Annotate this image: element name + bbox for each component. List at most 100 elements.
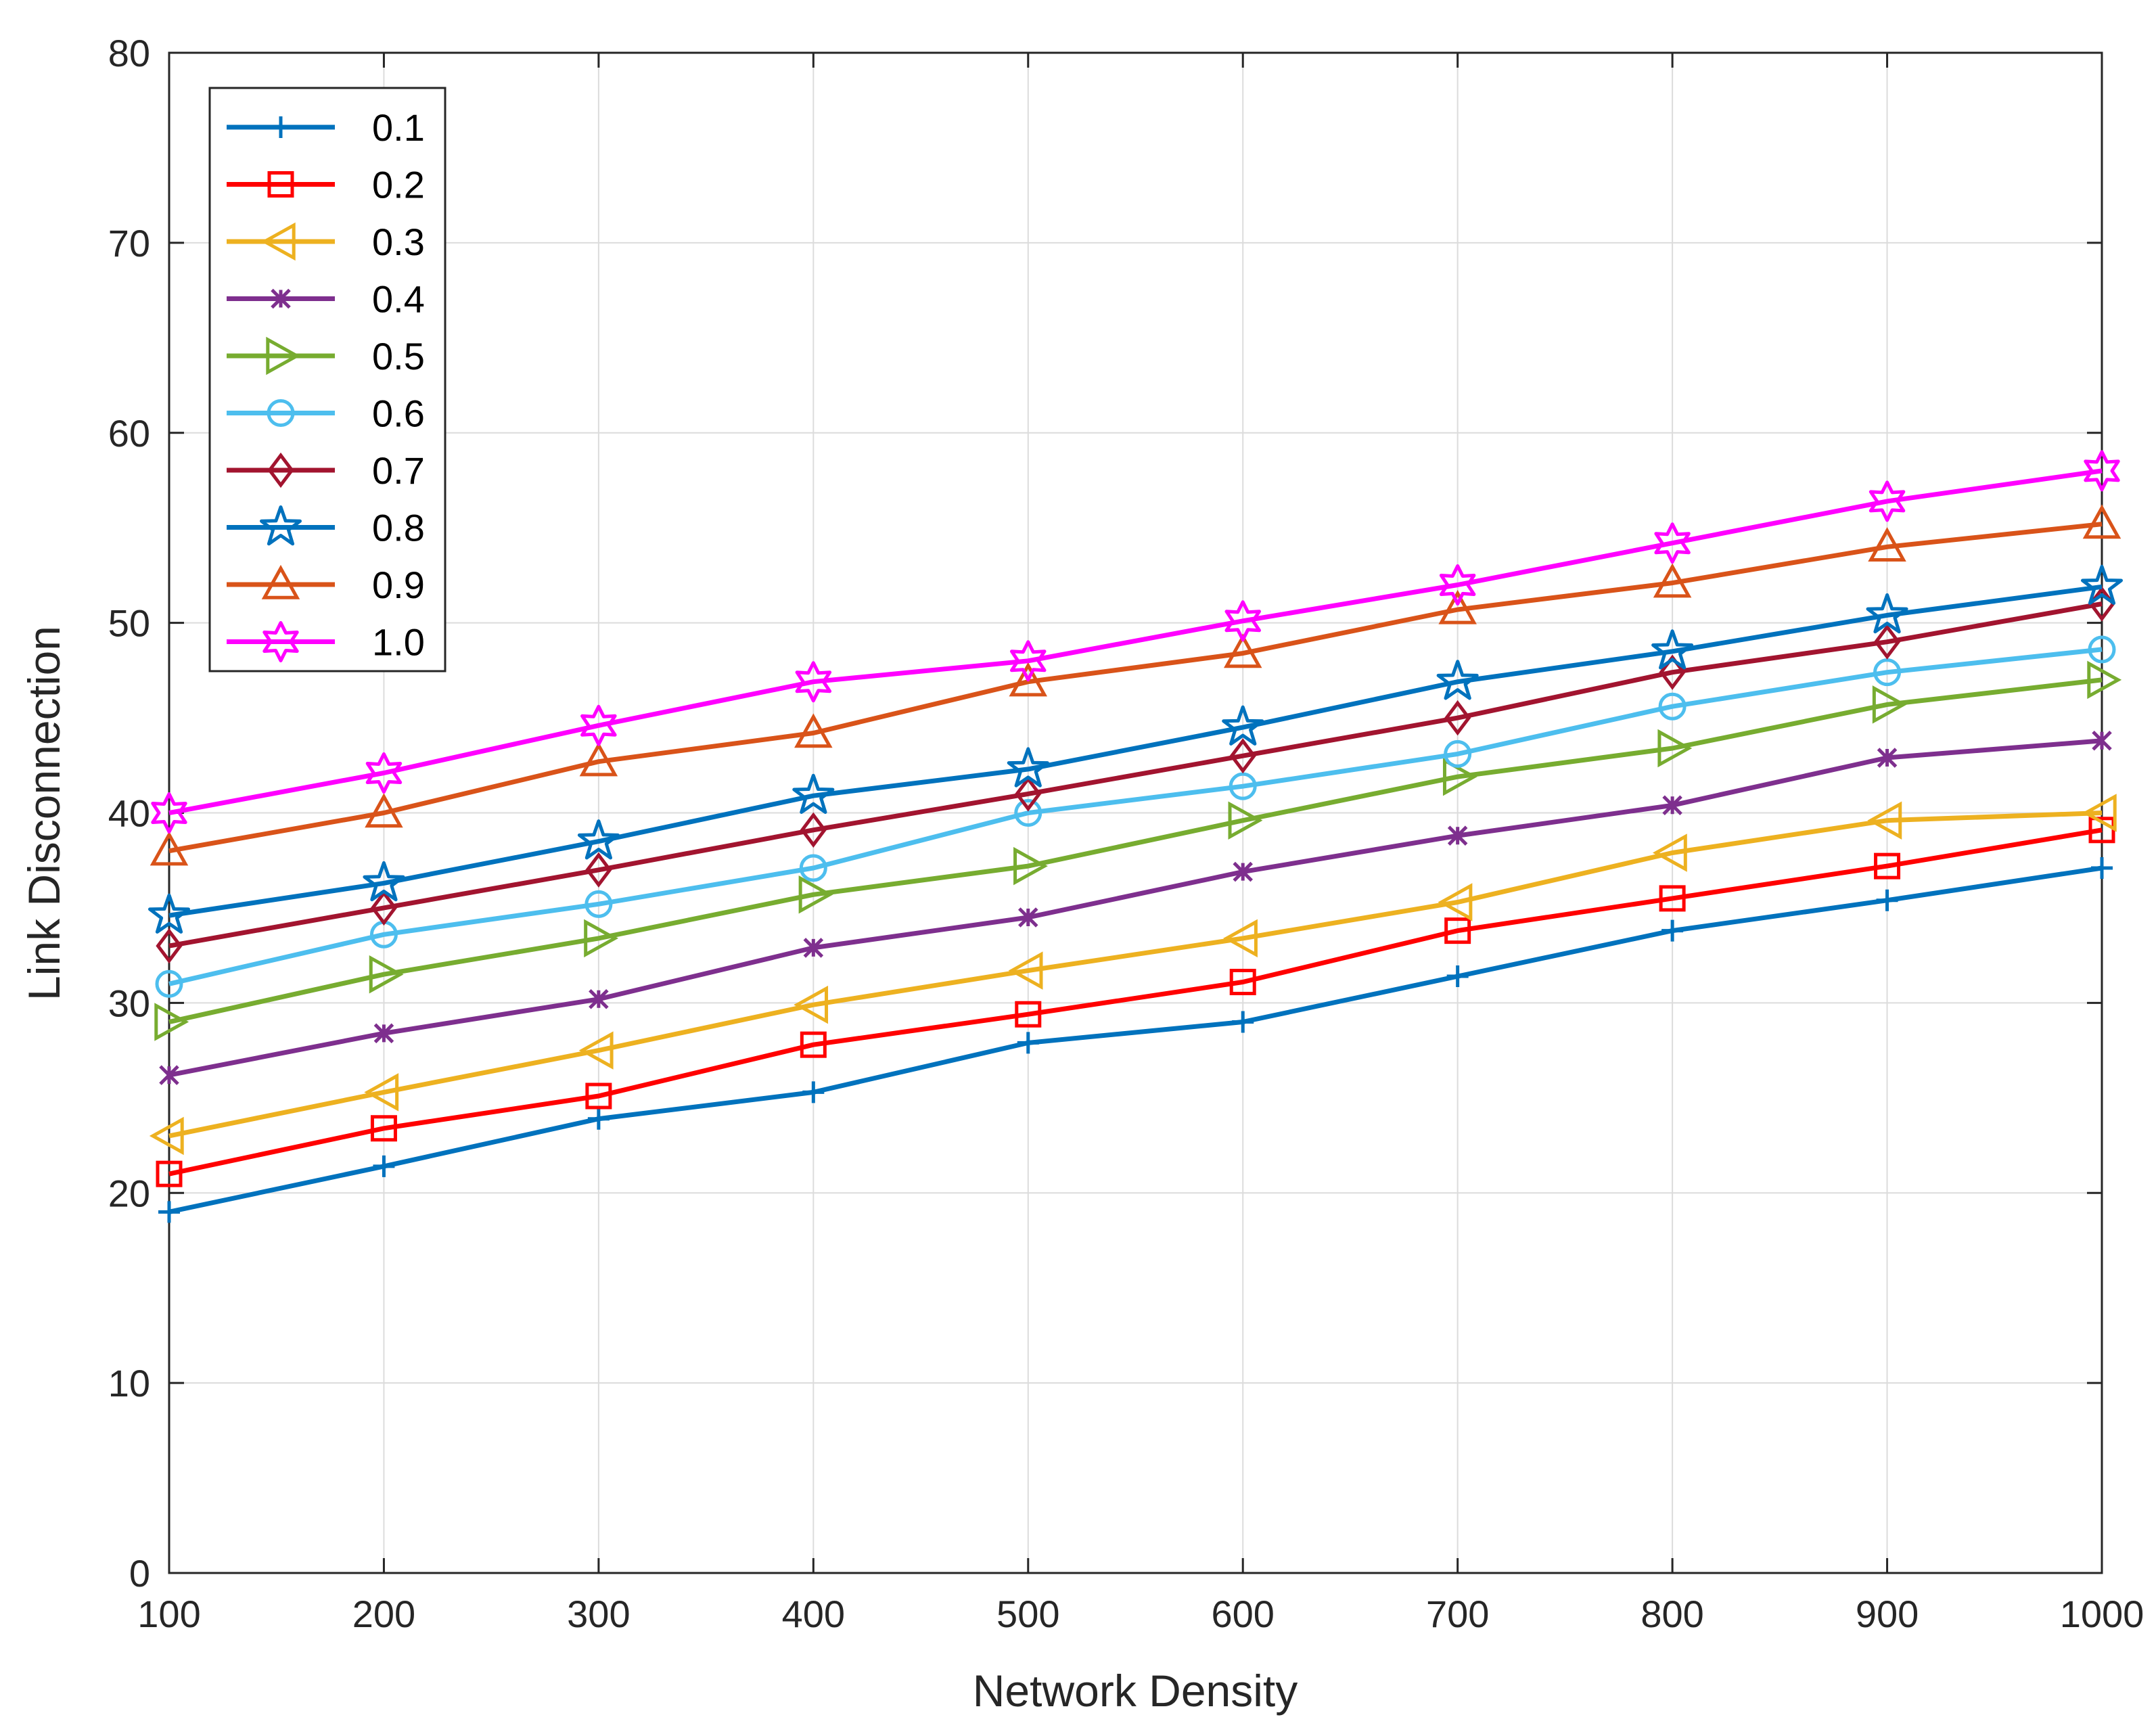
data-point <box>800 812 827 848</box>
data-point <box>1877 748 1898 768</box>
data-point <box>800 1031 827 1058</box>
data-point <box>584 919 619 958</box>
data-point <box>2091 857 2113 879</box>
data-point <box>1229 738 1256 774</box>
data-point <box>365 793 403 828</box>
data-point <box>2081 564 2123 605</box>
y-tick-label: 10 <box>108 1362 150 1405</box>
data-point <box>1442 757 1477 796</box>
legend-item: 0.2 <box>227 164 425 206</box>
data-point <box>798 875 833 914</box>
data-point <box>802 1081 825 1103</box>
y-tick-label: 60 <box>108 412 150 455</box>
data-point <box>1013 846 1048 886</box>
x-tick-label: 200 <box>352 1593 415 1635</box>
y-tick-label: 20 <box>108 1172 150 1214</box>
data-point <box>2082 794 2117 832</box>
legend-marker <box>271 288 291 309</box>
series-0.9 <box>150 504 2121 866</box>
data-point <box>584 890 613 918</box>
data-point <box>1232 1011 1254 1033</box>
data-point <box>364 1073 399 1112</box>
data-point <box>1659 885 1686 912</box>
data-point <box>1009 662 1048 697</box>
x-tick-label: 500 <box>996 1593 1059 1635</box>
data-point <box>155 969 183 998</box>
data-point <box>1008 951 1043 990</box>
data-point <box>1438 589 1477 624</box>
data-point <box>151 792 187 834</box>
data-point <box>369 955 404 994</box>
legend-item: 0.6 <box>227 392 425 435</box>
data-point <box>1447 825 1468 846</box>
data-point <box>1446 965 1469 988</box>
legend-item: 0.7 <box>227 449 425 492</box>
data-point <box>589 988 609 1009</box>
legend-label: 1.0 <box>372 621 425 664</box>
legend: 0.1 0.2 0.3 0.4 0.5 0.6 0.7 0.8 0.9 1.0 <box>208 87 446 672</box>
series-line-0.3 <box>168 811 2103 1139</box>
x-tick-label: 700 <box>1426 1593 1489 1635</box>
legend-item: 0.3 <box>227 221 425 263</box>
data-point <box>158 1201 180 1223</box>
data-point <box>370 1115 397 1142</box>
series-0.8 <box>148 564 2123 934</box>
data-point <box>799 854 827 882</box>
legend-label: 0.2 <box>372 164 425 206</box>
series-0.5 <box>154 660 2122 1041</box>
data-point <box>1229 968 1256 995</box>
legend-item: 0.1 <box>227 106 425 149</box>
data-point <box>794 713 833 748</box>
data-point <box>373 1155 395 1177</box>
y-tick-label: 50 <box>108 602 150 645</box>
legend-marker <box>267 171 294 198</box>
data-point <box>1223 633 1262 668</box>
legend-item: 0.4 <box>227 278 425 321</box>
y-tick-label: 70 <box>108 222 150 265</box>
legend-label: 0.4 <box>372 278 425 321</box>
legend-marker <box>260 505 302 546</box>
data-point <box>2082 504 2121 539</box>
data-point <box>373 1023 394 1044</box>
data-point <box>792 773 835 814</box>
axis-ticks: 100 200 300 400 500 600 700 800 900 1000 0 10 20 30 40… <box>108 32 2144 1635</box>
legend-label: 0.9 <box>372 564 425 606</box>
series-0.2 <box>156 817 2115 1187</box>
data-point <box>365 752 403 794</box>
data-point <box>370 890 398 926</box>
data-point <box>150 831 189 866</box>
data-point <box>577 819 620 860</box>
data-point <box>1444 700 1471 736</box>
data-point <box>2087 660 2122 700</box>
legend-item: 0.5 <box>227 335 425 378</box>
legend-item: 0.9 <box>227 564 425 606</box>
data-point <box>1015 1001 1042 1028</box>
series-0.4 <box>159 731 2112 1085</box>
data-point <box>1872 685 1907 724</box>
x-tick-label: 600 <box>1212 1593 1275 1635</box>
data-point <box>1444 917 1471 944</box>
legend-marker <box>270 116 292 138</box>
series-1.0 <box>151 450 2120 834</box>
data-point <box>156 1160 183 1187</box>
x-tick-label: 900 <box>1856 1593 1919 1635</box>
series-line-0.4 <box>168 738 2103 1078</box>
legend-label: 0.5 <box>372 335 425 378</box>
x-tick-label: 1000 <box>2060 1593 2144 1635</box>
data-point <box>585 1082 612 1110</box>
legend-label: 0.1 <box>372 106 425 149</box>
data-point <box>1653 563 1692 598</box>
data-point <box>1659 654 1686 690</box>
data-point <box>148 893 190 934</box>
data-point <box>1014 799 1042 827</box>
data-point <box>1224 600 1261 642</box>
data-point <box>579 741 618 777</box>
series-line-0.2 <box>168 827 2103 1177</box>
legend-marker <box>267 452 294 488</box>
series-line-0.1 <box>168 865 2103 1214</box>
legend-item: 1.0 <box>227 621 425 664</box>
data-point <box>1654 522 1691 564</box>
series-0.7 <box>156 586 2115 964</box>
data-point <box>154 1003 189 1041</box>
